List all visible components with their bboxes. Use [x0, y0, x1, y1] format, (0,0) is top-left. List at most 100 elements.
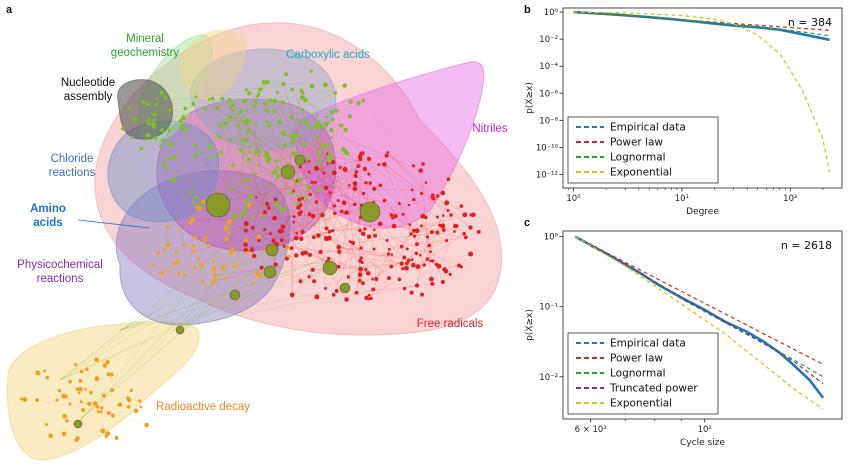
- network-edge: [283, 132, 367, 184]
- network-edge: [168, 130, 206, 238]
- region-label-nucleotide: Nucleotide assembly: [61, 77, 115, 103]
- network-edge: [177, 262, 325, 329]
- network-node: [345, 151, 350, 156]
- network-node: [309, 143, 313, 146]
- network-edge: [360, 217, 433, 284]
- network-node: [303, 97, 308, 103]
- network-node: [307, 275, 311, 279]
- legend-entry: Power law: [610, 137, 663, 149]
- network-node: [206, 157, 210, 161]
- network-edge: [231, 186, 269, 189]
- network-edge: [195, 88, 262, 156]
- network-edge: [385, 164, 471, 228]
- network-edge: [249, 152, 267, 160]
- network-edge: [302, 198, 390, 279]
- y-tick-label: 10⁻²: [539, 35, 558, 45]
- network-edge: [79, 240, 256, 421]
- network-edge: [244, 125, 342, 140]
- network-node: [75, 387, 80, 391]
- network-edge: [309, 248, 375, 277]
- network-node: [239, 139, 242, 142]
- network-node: [429, 259, 432, 263]
- network-node: [314, 200, 319, 204]
- network-node: [333, 204, 337, 208]
- network-edge: [245, 169, 282, 231]
- network-node: [399, 244, 404, 249]
- legend-entry: Exponential: [610, 398, 672, 410]
- network-edge: [119, 262, 312, 331]
- legend-entry: Empirical data: [610, 122, 686, 134]
- network-edge: [155, 93, 250, 139]
- network-edge: [245, 209, 362, 241]
- network-edge: [338, 246, 409, 261]
- network-node: [331, 229, 335, 233]
- network-node: [204, 235, 208, 239]
- network-edge: [216, 107, 268, 156]
- network-node: [331, 292, 336, 297]
- network-edge: [301, 231, 330, 240]
- network-node: [462, 212, 468, 218]
- network-node: [318, 249, 323, 255]
- network-edge: [246, 223, 339, 267]
- network-node: [315, 135, 321, 140]
- network-node: [160, 138, 164, 142]
- network-node: [323, 82, 328, 88]
- legend: Empirical data Power law Lognormal Exponent…: [567, 116, 719, 184]
- network-edge: [316, 168, 340, 248]
- network-node: [44, 423, 48, 426]
- network-edge: [212, 98, 288, 175]
- network-hub-node: [263, 265, 277, 279]
- network-node: [347, 114, 352, 119]
- network-edge: [365, 182, 377, 280]
- network-node: [206, 243, 211, 248]
- network-edge: [171, 93, 259, 181]
- network-node: [409, 290, 414, 295]
- network-node: [354, 291, 358, 295]
- network-hub-node: [322, 260, 338, 276]
- network-edge: [274, 101, 325, 174]
- network-node: [264, 120, 268, 124]
- network-edge: [229, 100, 242, 151]
- network-node: [443, 268, 449, 274]
- network-node: [441, 228, 446, 232]
- network-edge: [59, 242, 234, 381]
- network-node: [249, 193, 254, 197]
- network-node: [105, 359, 110, 365]
- network-edge: [146, 103, 231, 141]
- network-edge: [401, 197, 433, 247]
- network-node: [242, 98, 248, 104]
- network-node: [282, 244, 286, 248]
- network-node: [310, 180, 314, 184]
- network-node: [391, 216, 395, 220]
- network-node: [357, 272, 363, 278]
- network-node: [61, 393, 67, 399]
- region-label-physico: Physicochemical reactions: [17, 259, 103, 285]
- network-edge: [316, 168, 361, 270]
- network-edge: [369, 285, 418, 296]
- y-tick-label: 10⁰: [544, 233, 559, 243]
- network-node: [265, 79, 270, 85]
- network-node: [248, 144, 252, 148]
- network-hub-node: [73, 419, 83, 429]
- network-node: [413, 234, 417, 238]
- network-edge: [193, 155, 197, 203]
- network-edge: [244, 190, 320, 214]
- network-node: [138, 399, 142, 403]
- network-node: [404, 265, 409, 271]
- network-node: [139, 146, 143, 151]
- network-node: [320, 142, 325, 147]
- network-edge: [302, 97, 370, 160]
- network-node: [263, 210, 267, 215]
- network-node: [371, 278, 374, 281]
- network-node: [405, 261, 409, 266]
- network-node: [169, 142, 174, 147]
- network-node: [265, 201, 270, 206]
- network-edge: [281, 90, 302, 210]
- network-edge: [195, 96, 304, 162]
- network-node: [348, 184, 351, 187]
- network-node: [297, 177, 302, 183]
- network-node: [152, 112, 157, 117]
- network-edge: [231, 139, 246, 250]
- network-node: [305, 197, 309, 201]
- legend: Empirical data Power law Lognormal Truncate…: [567, 332, 719, 415]
